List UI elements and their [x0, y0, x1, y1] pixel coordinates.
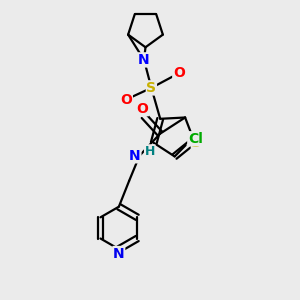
Text: O: O [120, 93, 132, 107]
Text: O: O [136, 102, 148, 116]
Text: N: N [113, 247, 125, 260]
Text: Cl: Cl [188, 132, 203, 146]
Text: O: O [173, 66, 185, 80]
Text: N: N [129, 149, 141, 163]
Text: H: H [145, 145, 155, 158]
Text: N: N [138, 53, 150, 67]
Text: S: S [146, 81, 156, 95]
Text: S: S [191, 136, 201, 150]
